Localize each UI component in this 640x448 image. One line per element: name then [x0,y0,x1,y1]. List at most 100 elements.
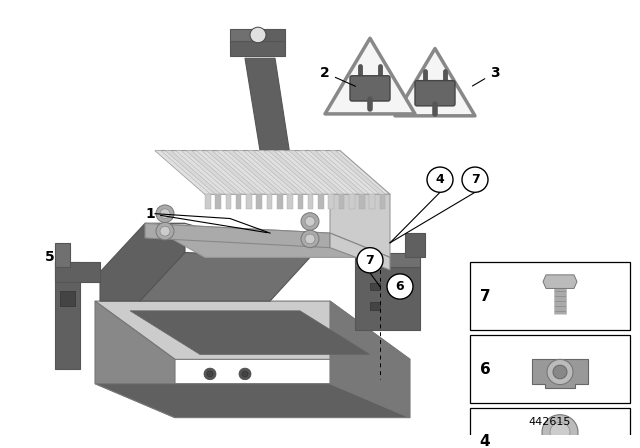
Polygon shape [217,151,272,194]
Circle shape [204,368,216,380]
Polygon shape [349,194,355,209]
Polygon shape [380,194,385,209]
Text: 6: 6 [479,362,490,377]
Polygon shape [543,275,577,289]
Bar [370,302,380,310]
Polygon shape [330,165,390,257]
Bar [370,283,380,290]
Polygon shape [248,151,303,194]
Circle shape [427,167,453,192]
Circle shape [207,371,213,377]
Bar [470,408,630,448]
Circle shape [160,209,170,219]
FancyBboxPatch shape [415,81,455,106]
Circle shape [156,222,174,240]
Circle shape [542,415,578,448]
Circle shape [156,205,174,222]
Polygon shape [196,151,252,194]
Polygon shape [165,151,221,194]
Polygon shape [205,194,211,209]
Polygon shape [277,194,283,209]
Polygon shape [186,151,241,194]
Polygon shape [369,194,375,209]
Circle shape [305,216,315,226]
Polygon shape [405,233,425,257]
Polygon shape [299,151,355,194]
Text: 4: 4 [436,173,444,186]
Polygon shape [155,151,211,194]
Polygon shape [60,291,75,306]
Polygon shape [532,359,588,388]
Text: 2: 2 [320,66,355,86]
Polygon shape [330,233,390,270]
Polygon shape [55,243,70,267]
Polygon shape [298,194,303,209]
Polygon shape [355,267,420,330]
Circle shape [550,422,570,442]
Polygon shape [175,151,231,194]
Polygon shape [155,151,390,194]
Circle shape [242,371,248,377]
Polygon shape [355,253,420,267]
Polygon shape [287,194,293,209]
Polygon shape [330,301,410,418]
Text: 1: 1 [145,207,268,233]
Circle shape [357,248,383,273]
Polygon shape [359,194,365,209]
Circle shape [160,226,170,236]
Circle shape [301,230,319,248]
Polygon shape [258,151,314,194]
Polygon shape [55,262,100,282]
Polygon shape [237,151,293,194]
Polygon shape [246,194,252,209]
Polygon shape [55,262,80,369]
Text: 7: 7 [480,289,490,304]
Polygon shape [339,194,344,209]
Polygon shape [145,224,390,257]
Polygon shape [227,151,283,194]
Polygon shape [130,311,370,354]
Polygon shape [309,151,365,194]
Circle shape [462,167,488,192]
Circle shape [387,274,413,299]
Polygon shape [245,58,290,155]
Circle shape [305,234,315,244]
Polygon shape [95,301,410,359]
Text: 442615: 442615 [529,418,571,427]
Circle shape [301,213,319,230]
Polygon shape [215,194,221,209]
Polygon shape [100,224,185,301]
Polygon shape [145,224,330,248]
Polygon shape [395,48,475,116]
Polygon shape [257,194,262,209]
Polygon shape [95,301,175,418]
Circle shape [250,27,266,43]
Bar [470,335,630,403]
Text: 7: 7 [470,173,479,186]
Polygon shape [278,151,334,194]
Text: 7: 7 [365,254,374,267]
Polygon shape [95,383,410,418]
Polygon shape [206,151,262,194]
Text: 5: 5 [45,250,55,264]
Polygon shape [236,194,241,209]
Polygon shape [140,253,310,301]
FancyBboxPatch shape [350,76,390,101]
Text: 6: 6 [396,280,404,293]
Bar [470,262,630,330]
Polygon shape [289,151,344,194]
Polygon shape [268,151,324,194]
Polygon shape [325,38,415,114]
Text: 3: 3 [472,66,500,86]
Circle shape [553,365,567,379]
Polygon shape [319,151,375,194]
Circle shape [239,368,251,380]
Polygon shape [258,29,285,41]
Polygon shape [230,29,258,41]
Polygon shape [145,224,310,257]
Polygon shape [330,151,385,194]
Polygon shape [328,194,334,209]
Polygon shape [308,194,314,209]
Circle shape [547,359,573,384]
Polygon shape [267,194,272,209]
